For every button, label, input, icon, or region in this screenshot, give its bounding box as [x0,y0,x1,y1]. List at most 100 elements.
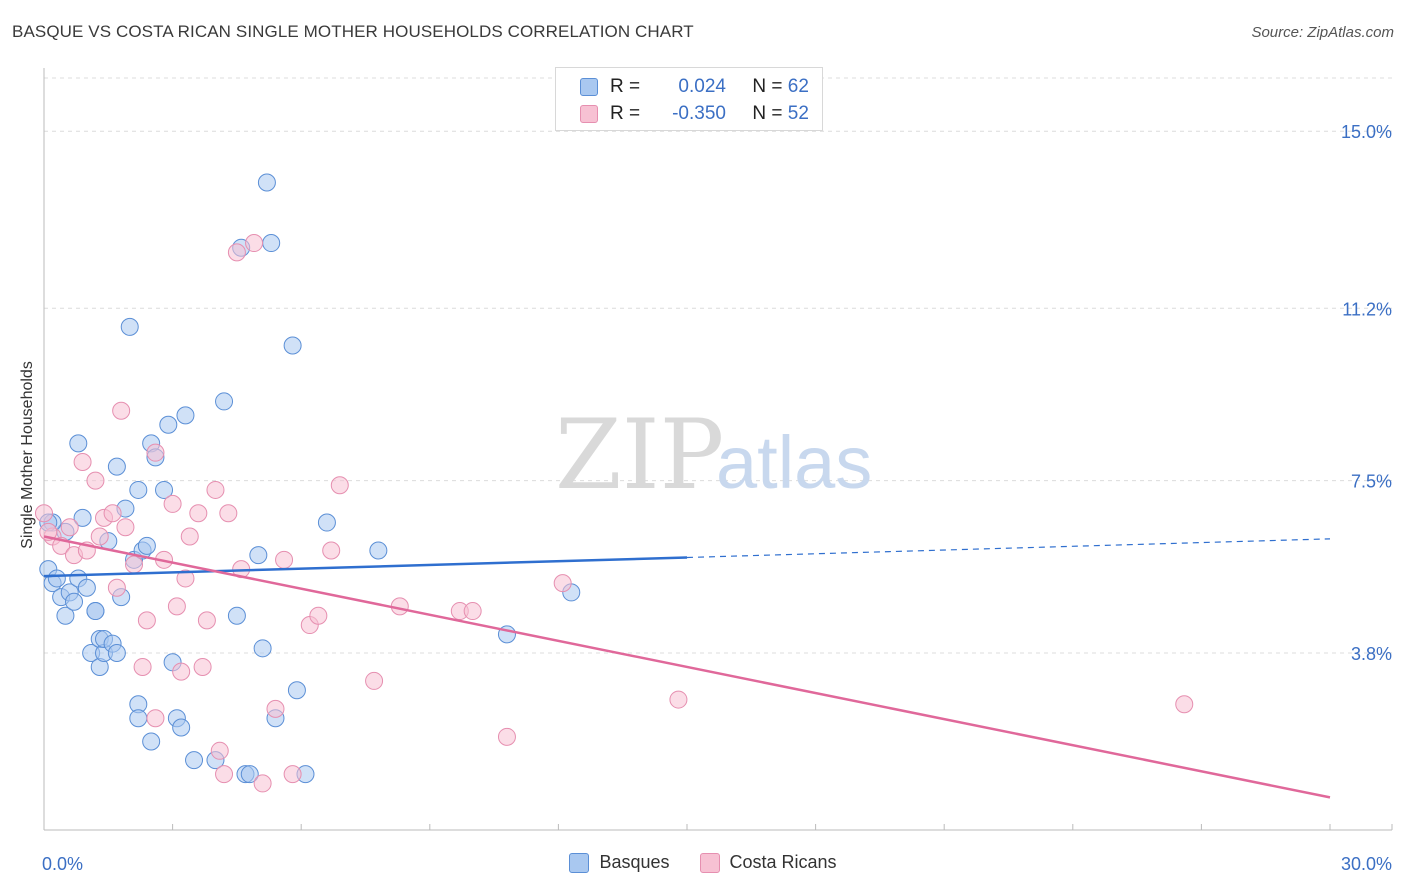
legend-swatch-costa-ricans [580,105,598,123]
basque-point [253,639,272,658]
y-tick-label: 3.8% [1351,644,1392,664]
legend-r-value: -0.350 [672,103,726,124]
watermark: ZIP atlas [555,399,872,511]
costa-rican-point [197,611,216,630]
basque-point [240,765,259,784]
costa-rican-point [669,690,688,709]
basque-point [155,480,174,499]
legend-swatch-basques [580,78,598,96]
basque-trend-line [43,556,688,578]
basque-point [129,480,148,499]
legend-r-label: R = [610,103,641,124]
costa-rican-point [107,578,126,597]
costa-rican-point [137,611,156,630]
costa-rican-point [322,541,341,560]
costa-rican-point [35,504,53,523]
basque-point [142,732,161,751]
legend-item-costa-ricans[interactable]: Costa Ricans [699,852,837,873]
costa-rican-point [245,234,264,253]
costa-rican-point [163,494,182,513]
basque-point [69,434,88,453]
basque-point [283,336,302,355]
costa-rican-point [103,504,122,523]
basque-point [185,751,204,770]
costa-rican-point [227,243,246,262]
costa-rican-point [1175,695,1194,714]
basque-point [129,709,148,728]
costa-rican-point [215,765,234,784]
costa-rican-point [146,709,165,728]
basque-point [137,536,156,555]
legend-r-value: 0.024 [678,76,726,97]
costa-rican-point [193,657,212,676]
costa-rican-point [365,671,384,690]
costa-rican-point [116,518,135,537]
costa-rican-point [275,550,294,569]
basque-point [86,602,105,621]
basque-point [215,392,234,411]
basque-point [317,513,336,532]
y-tick-label: 11.2% [1342,299,1392,319]
basque-point [107,643,126,662]
basque-point [73,508,92,527]
basque-point [249,546,268,565]
costa-rican-point [180,527,199,546]
tick-labels: 3.8% 7.5% 11.2% 15.0% 0.0% 30.0% [42,122,1392,874]
y-tick-label: 15.0% [1341,122,1392,142]
basque-trend-line-extension [686,538,1331,559]
costa-rican-point [133,657,152,676]
legend-n-label: N = [752,76,783,97]
x-tick-label: 30.0% [1341,854,1392,874]
basque-point [56,606,75,625]
costa-rican-point [125,555,144,574]
costa-rican-point [112,401,131,420]
costa-rican-point [210,741,229,760]
legend-row-costa-ricans: R = -0.350 N = 52 [580,100,809,128]
legend-r-label: R = [610,76,641,97]
costa-rican-point [90,527,109,546]
series-legend: Basques Costa Ricans [0,852,1406,873]
basque-point [159,415,178,434]
costa-rican-point [172,662,191,681]
costa-rican-point [39,522,58,541]
costa-rican-point [497,727,516,746]
costa-rican-point [73,452,92,471]
costa-rican-point [167,597,186,616]
legend-swatch-costa-ricans [699,852,720,873]
costa-rican-point [283,765,302,784]
costa-rican-trend-line [43,535,1331,799]
costa-rican-point [553,574,572,593]
basque-point [227,606,246,625]
costa-rican-point [86,471,105,490]
legend-label-basques: Basques [599,852,670,872]
basque-point [65,592,84,611]
basque-point [176,406,195,425]
costa-rican-point [309,606,328,625]
costa-rican-point [219,504,238,523]
costa-rican-point [330,476,349,495]
legend-row-basques: R = 0.024 N = 62 [580,73,809,101]
legend-item-basques[interactable]: Basques [569,852,670,873]
axes [43,68,1393,831]
legend-n-value: 62 [787,76,809,97]
legend-n-value: 52 [787,103,809,124]
legend-swatch-basques [569,852,590,873]
costa-rican-point [206,480,225,499]
costa-rican-point [146,443,165,462]
correlation-legend: R = 0.024 N = 62 R = -0.350 N = 52 [555,67,823,131]
basque-point [262,234,281,253]
chart-title: BASQUE VS COSTA RICAN SINGLE MOTHER HOUS… [12,22,694,41]
basque-point [120,317,139,336]
basque-point [287,681,306,700]
costa-rican-point [60,518,79,537]
watermark-atlas: atlas [716,421,872,504]
y-tick-label: 7.5% [1351,472,1392,492]
basque-point [107,457,126,476]
x-tick-label: 0.0% [42,854,83,874]
costa-rican-point [253,774,272,793]
basque-point [47,569,66,588]
watermark-zip: ZIP [555,399,724,511]
costa-rican-point [189,504,208,523]
basque-point [257,173,276,192]
